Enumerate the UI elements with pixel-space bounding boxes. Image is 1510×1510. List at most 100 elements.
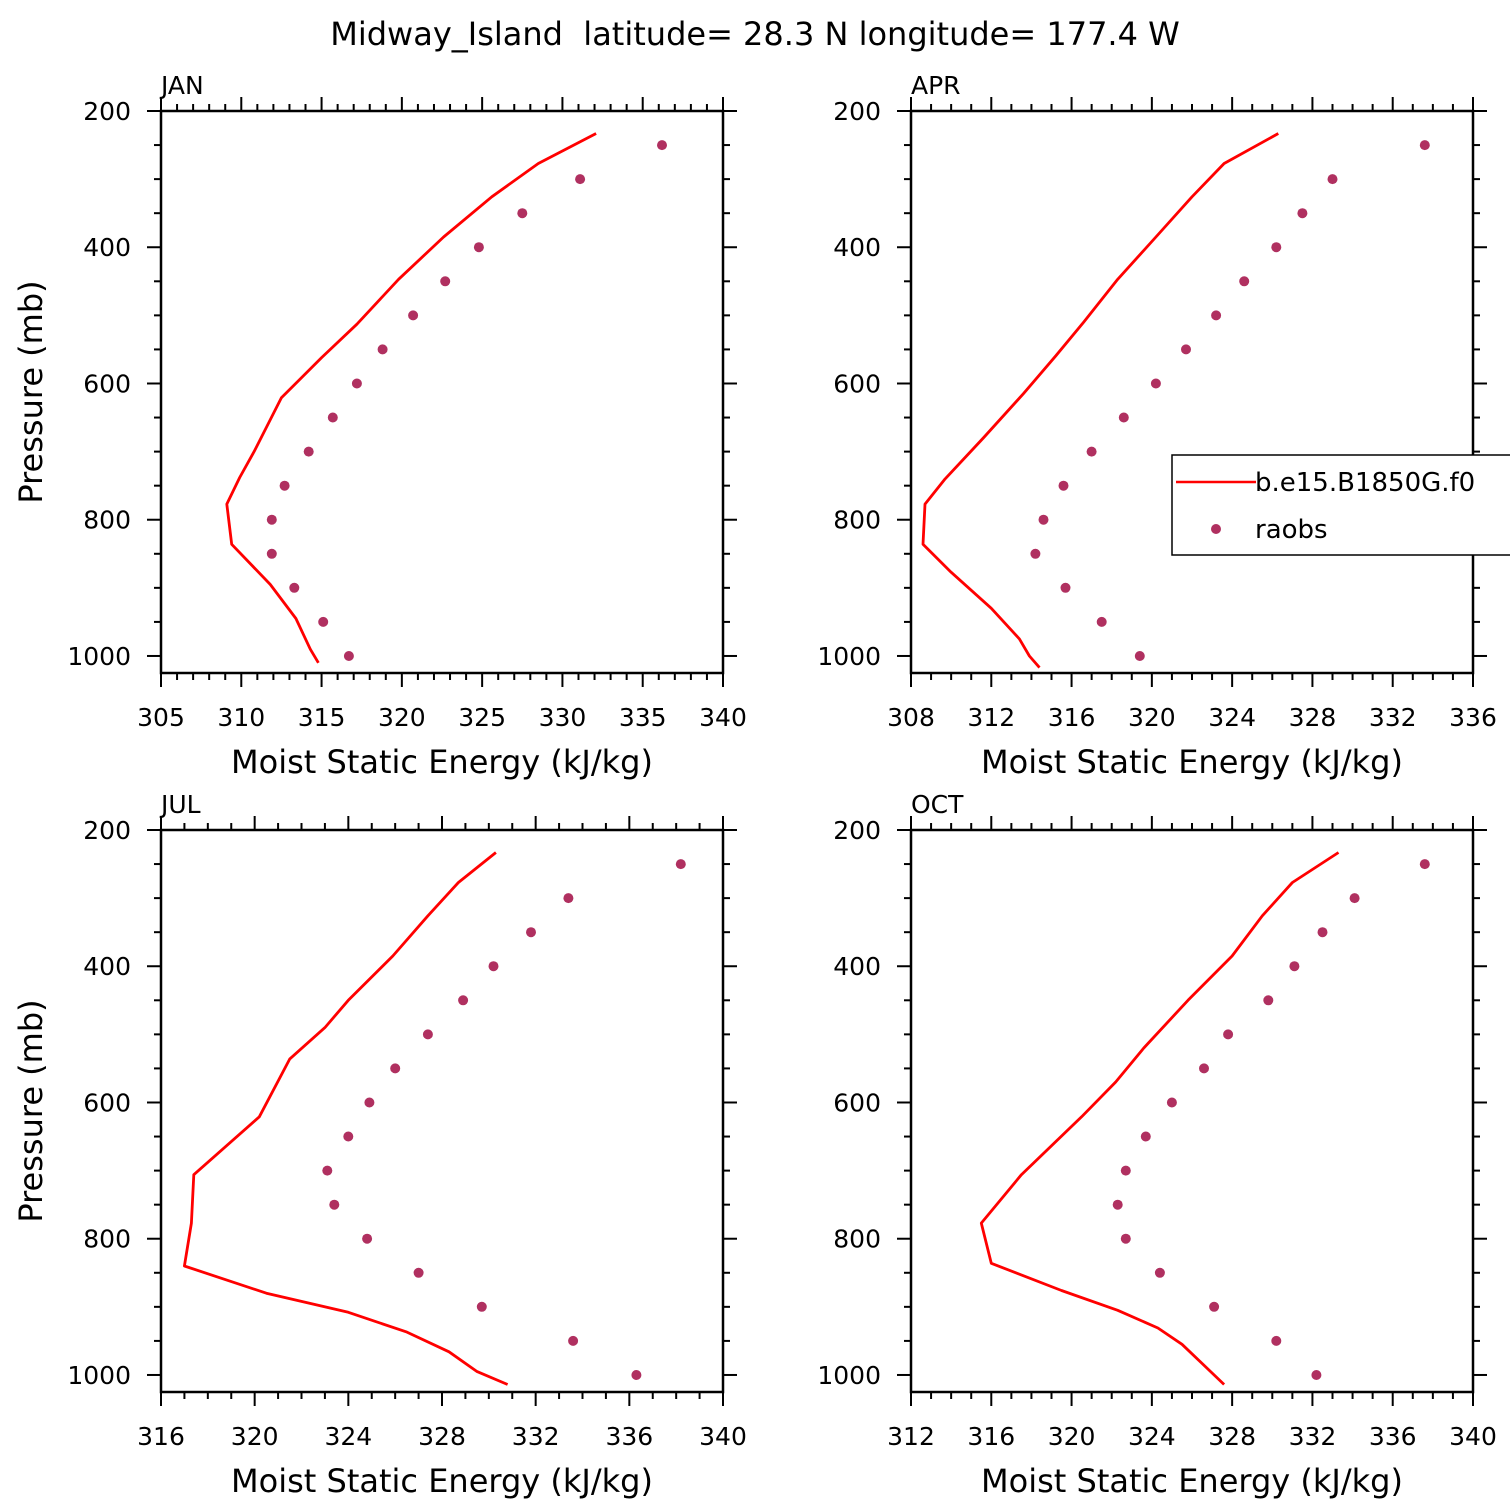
figure-title: Midway_Island latitude= 28.3 N longitude… bbox=[330, 15, 1180, 53]
apr-raobs-point bbox=[1086, 446, 1097, 457]
oct-raobs-point bbox=[1349, 893, 1360, 904]
apr-raobs-point bbox=[1096, 616, 1107, 627]
jan-ytick-label: 800 bbox=[83, 506, 131, 535]
jan-raobs-point bbox=[657, 140, 667, 151]
oct-plot-area bbox=[979, 851, 1430, 1386]
jan-raobs-point bbox=[440, 276, 451, 287]
jan-raobs-point bbox=[473, 242, 484, 253]
jan-ytick-label: 1000 bbox=[67, 642, 131, 671]
jul-raobs-point bbox=[364, 1097, 375, 1108]
oct-panel-label: OCT bbox=[911, 790, 964, 819]
oct-raobs-point bbox=[1317, 927, 1328, 938]
jul-raobs-point bbox=[458, 995, 469, 1006]
apr-xtick-label: 320 bbox=[1128, 703, 1176, 732]
jul-ytick-label: 800 bbox=[83, 1225, 131, 1254]
jul-raobs-point bbox=[568, 1335, 579, 1346]
apr-raobs-point bbox=[1297, 208, 1308, 219]
jul-raobs-point bbox=[631, 1370, 642, 1380]
jul-model-line bbox=[182, 851, 509, 1386]
jan-xtick-label: 315 bbox=[298, 703, 346, 732]
jan-raobs-point bbox=[289, 582, 300, 593]
oct-raobs-point bbox=[1112, 1199, 1123, 1210]
jan-raobs-point bbox=[266, 514, 277, 525]
jan-xtick-label: 340 bbox=[699, 703, 747, 732]
oct-raobs-point bbox=[1419, 859, 1430, 870]
jul-raobs-point bbox=[488, 961, 499, 972]
jul-raobs-point bbox=[322, 1165, 333, 1176]
jul-raobs-point bbox=[329, 1199, 340, 1210]
jul-plot-area bbox=[182, 851, 686, 1386]
jul-raobs-point bbox=[390, 1063, 401, 1074]
jul-xtick-label: 332 bbox=[512, 1422, 560, 1451]
apr-raobs-point bbox=[1239, 276, 1250, 287]
legend-model-label: b.e15.B1850G.f0 bbox=[1255, 468, 1475, 498]
jan-raobs-point bbox=[517, 208, 528, 219]
apr-xtick-label: 316 bbox=[1048, 703, 1096, 732]
jan-y-axis-label: Pressure (mb) bbox=[12, 280, 50, 503]
legend-box bbox=[1171, 454, 1510, 556]
apr-raobs-point bbox=[1134, 651, 1145, 661]
oct-xtick-label: 332 bbox=[1289, 1422, 1337, 1451]
jan-raobs-point bbox=[303, 446, 314, 457]
oct-raobs-point bbox=[1289, 961, 1300, 972]
jul-raobs-point bbox=[343, 1131, 354, 1142]
jan-xtick-label: 320 bbox=[378, 703, 426, 732]
jan-xtick-label: 305 bbox=[137, 703, 185, 732]
jan-raobs-point bbox=[377, 344, 388, 355]
oct-raobs-point bbox=[1199, 1063, 1209, 1074]
jan-ytick-label: 200 bbox=[83, 97, 131, 126]
jul-xtick-label: 324 bbox=[324, 1422, 372, 1451]
jan-ytick-label: 600 bbox=[83, 369, 131, 398]
jul-raobs-point bbox=[563, 893, 574, 904]
jan-plot-area bbox=[225, 132, 667, 664]
jul-raobs-point bbox=[476, 1301, 487, 1312]
jul-raobs-point bbox=[422, 1029, 433, 1040]
apr-raobs-point bbox=[1118, 412, 1129, 423]
jan-panel-label: JAN bbox=[159, 71, 204, 100]
oct-raobs-point bbox=[1271, 1335, 1282, 1346]
panel-jan: JAN 305 310 315 320 325 330 335 340 200 400 600 800 1… bbox=[12, 71, 747, 781]
apr-plot-area bbox=[921, 132, 1430, 669]
panel-jul: JUL 316 320 324 328 332 336 340 200 400 600 800 1000… bbox=[12, 790, 747, 1500]
jan-raobs-point bbox=[318, 616, 329, 627]
apr-panel-label: APR bbox=[911, 71, 961, 100]
jul-xtick-label: 340 bbox=[699, 1422, 747, 1451]
oct-raobs-point bbox=[1263, 995, 1274, 1006]
oct-plot-frame bbox=[909, 828, 1475, 1394]
apr-ytick-label: 400 bbox=[833, 233, 881, 262]
jan-x-axis-label: Moist Static Energy (kJ/kg) bbox=[231, 743, 653, 781]
apr-raobs-point bbox=[1271, 242, 1282, 253]
apr-raobs-point bbox=[1181, 344, 1191, 355]
apr-raobs-point bbox=[1038, 514, 1049, 525]
apr-raobs-point bbox=[1211, 310, 1222, 321]
oct-raobs-point bbox=[1140, 1131, 1151, 1142]
oct-xtick-label: 328 bbox=[1208, 1422, 1256, 1451]
apr-xtick-label: 308 bbox=[887, 703, 935, 732]
jul-panel-label: JUL bbox=[159, 790, 201, 819]
jul-xtick-label: 336 bbox=[605, 1422, 653, 1451]
apr-xtick-label: 336 bbox=[1449, 703, 1497, 732]
oct-raobs-point bbox=[1154, 1267, 1165, 1278]
apr-ytick-label: 200 bbox=[833, 97, 881, 126]
oct-raobs-point bbox=[1311, 1370, 1322, 1380]
apr-model-line bbox=[921, 132, 1279, 669]
oct-xtick-label: 336 bbox=[1369, 1422, 1417, 1451]
oct-xtick-label: 316 bbox=[967, 1422, 1015, 1451]
oct-raobs-point bbox=[1120, 1165, 1131, 1176]
oct-xtick-label: 340 bbox=[1449, 1422, 1497, 1451]
oct-xtick-label: 320 bbox=[1048, 1422, 1096, 1451]
jul-raobs-point bbox=[675, 859, 686, 870]
jul-y-axis-label: Pressure (mb) bbox=[12, 999, 50, 1222]
oct-raobs-point bbox=[1223, 1029, 1234, 1040]
apr-xtick-label: 312 bbox=[967, 703, 1015, 732]
jul-raobs-point bbox=[362, 1233, 373, 1244]
oct-ytick-label: 800 bbox=[833, 1225, 881, 1254]
jan-ytick-label: 400 bbox=[83, 233, 131, 262]
apr-raobs-point bbox=[1150, 378, 1161, 389]
jan-model-line bbox=[225, 132, 597, 664]
legend: b.e15.B1850G.f0 raobs bbox=[1171, 454, 1510, 556]
jul-xtick-label: 320 bbox=[231, 1422, 279, 1451]
jan-raobs-point bbox=[327, 412, 338, 423]
oct-ytick-label: 200 bbox=[833, 816, 881, 845]
jan-xtick-label: 335 bbox=[619, 703, 667, 732]
